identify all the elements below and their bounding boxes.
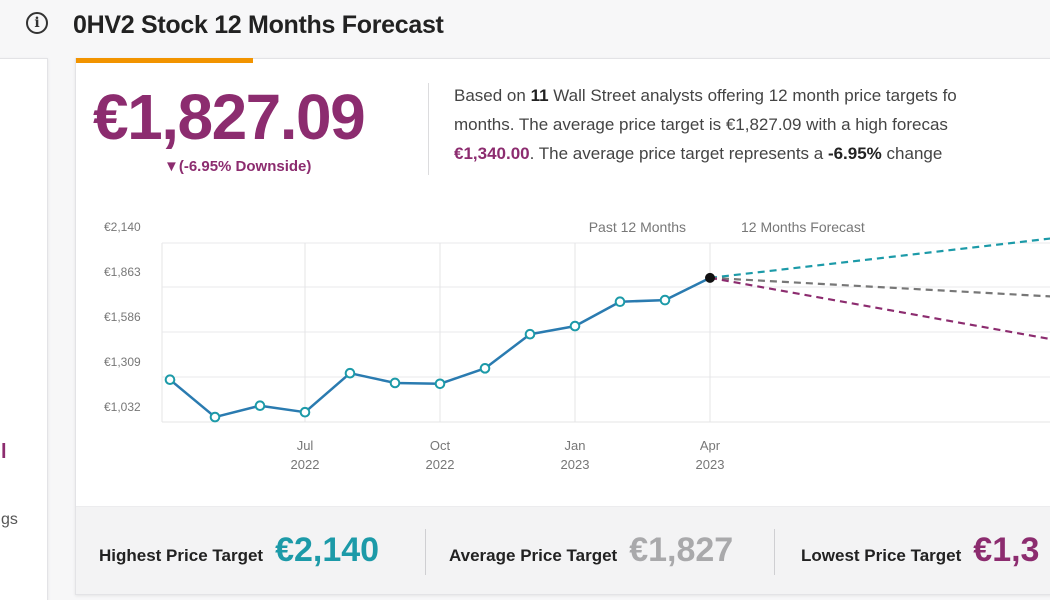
left-panel: l gs (0, 58, 48, 600)
summary-line-2: months. The average price target is €1,8… (454, 115, 948, 134)
stat-divider (425, 529, 426, 575)
low-forecast-value: €1,340.00 (454, 144, 530, 163)
summary-line-3: €1,340.00. The average price target repr… (454, 144, 943, 163)
highest-price-target: Highest Price Target €2,140 (99, 531, 379, 570)
downside-badge: ▼(-6.95% Downside) (164, 158, 312, 175)
highest-price-target-value: €2,140 (275, 531, 380, 569)
lowest-price-target-value: €1,3 (973, 531, 1040, 569)
left-panel-ratings-text: gs (1, 511, 18, 528)
page-title: 0HV2 Stock 12 Months Forecast (73, 11, 444, 39)
stat-divider (774, 529, 775, 575)
change-value: -6.95% (827, 144, 882, 163)
summary-line-1: Based on 11 Wall Street analysts offerin… (454, 86, 957, 105)
left-panel-text: l (1, 441, 7, 463)
average-price-target-label: Average Price Target (449, 546, 618, 565)
summary-divider (428, 83, 429, 175)
average-price-target: €1,827.09 (93, 81, 366, 153)
analyst-count: 11 (530, 86, 549, 105)
average-price-target-stat: Average Price Target €1,827 (449, 531, 733, 570)
active-tab-indicator (76, 58, 253, 63)
average-price-target-value: €1,827 (629, 531, 734, 569)
info-circle-icon[interactable]: i (26, 12, 48, 34)
lowest-price-target-label: Lowest Price Target (801, 546, 962, 565)
page-header: i 0HV2 Stock 12 Months Forecast (0, 0, 1050, 56)
lowest-price-target: Lowest Price Target €1,3 (801, 531, 1039, 570)
forecast-card: €1,827.09 ▼(-6.95% Downside) Based on 11… (75, 58, 1050, 595)
price-targets-bar: Highest Price Target €2,140 Average Pric… (76, 506, 1050, 594)
highest-price-target-label: Highest Price Target (99, 546, 264, 565)
forecast-summary: Based on 11 Wall Street analysts offerin… (454, 81, 1050, 168)
